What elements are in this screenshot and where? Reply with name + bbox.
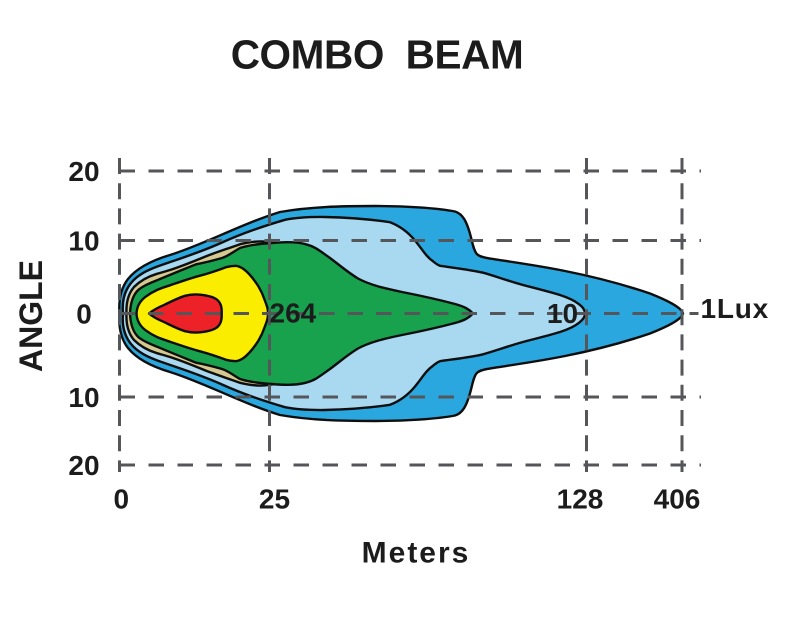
svg-text:264: 264 (270, 298, 317, 329)
svg-text:0: 0 (114, 484, 130, 515)
svg-text:406: 406 (654, 484, 701, 515)
svg-text:20: 20 (68, 156, 99, 187)
svg-text:ANGLE: ANGLE (13, 260, 49, 372)
svg-text:10: 10 (68, 226, 99, 257)
svg-text:10: 10 (68, 382, 99, 413)
svg-text:10: 10 (547, 298, 578, 329)
svg-text:25: 25 (259, 484, 290, 515)
svg-text:128: 128 (557, 484, 604, 515)
svg-text:Meters: Meters (362, 537, 471, 570)
svg-text:1Lux: 1Lux (701, 293, 770, 324)
svg-text:COMBO BEAM: COMBO BEAM (231, 32, 524, 78)
svg-text:0: 0 (76, 299, 92, 330)
svg-text:20: 20 (68, 450, 99, 481)
